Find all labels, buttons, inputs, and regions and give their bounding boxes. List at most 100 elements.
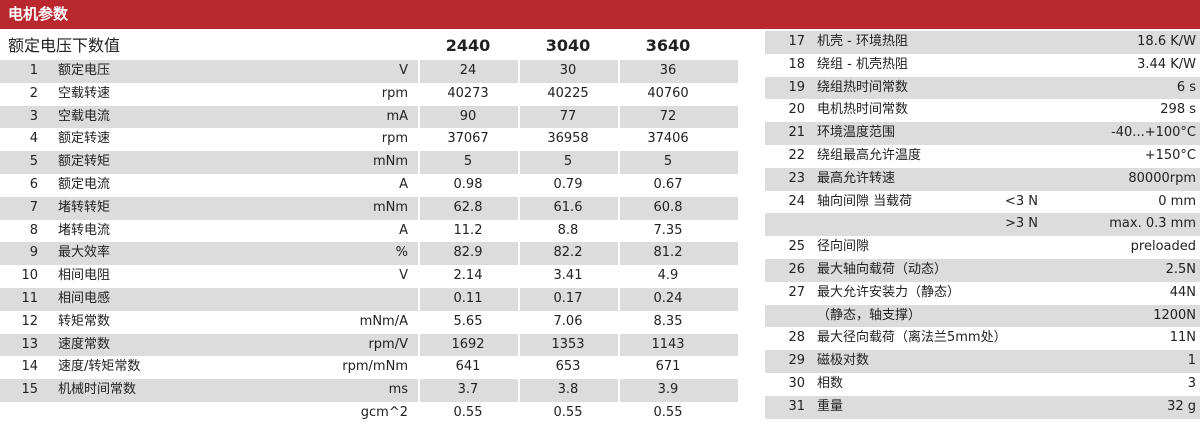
param-name: 相间电阻 [58,268,111,284]
param-value: 18.6 K/W [1137,34,1196,49]
param-name: 额定转矩 [58,154,111,170]
table-row: 17 机壳 - 环境热阻 18.6 K/W [765,31,1200,54]
param-unit: rpm [381,85,408,101]
column-divider [618,219,620,243]
table-row: 1 额定电压 V 24 30 36 [0,60,738,83]
table-row: 27 最大允许安装力（静态） 44N [765,282,1200,305]
table-row: >3 N max. 0.3 mm [765,213,1200,237]
param-value: 11.2 [453,222,483,238]
param-value: 30 [559,63,577,78]
column-divider [518,287,520,311]
table-row: 10 相间电阻 V 2.14 3.41 4.9 [0,265,738,288]
column-divider [618,105,620,129]
row-number: 1 [29,63,38,78]
param-value: preloaded [1130,239,1196,255]
param-name: 绕组热时间常数 [817,79,909,95]
param-value: 11N [1169,330,1196,346]
param-name: 最大效率 [58,245,111,261]
param-value: 1353 [551,336,585,352]
param-value: 61.6 [553,199,583,215]
table-row: 23 最高允许转速 80000rpm [765,167,1200,191]
param-value: 37067 [447,131,489,147]
table-row: 7 堵转转矩 mNm 62.8 61.6 60.8 [0,196,738,220]
param-value: 0.24 [653,290,683,306]
row-number: 10 [21,268,38,284]
param-name: 机壳 - 环境热阻 [817,34,908,49]
param-value: 0.67 [653,176,683,192]
row-number: 14 [21,359,38,375]
table-row: 29 磁极对数 1 [765,350,1200,373]
param-unit: mA [386,108,408,124]
param-value: 0.55 [453,404,483,420]
param-value: 8.35 [653,313,683,329]
table-row: 12 转矩常数 mNm/A 5.65 7.06 8.35 [0,310,738,334]
param-value: 37406 [647,131,689,147]
param-value: 32 g [1167,398,1196,414]
column-divider [518,60,520,83]
param-unit: V [399,268,408,284]
table-row: 2 空载转速 rpm 40273 40225 40760 [0,82,738,106]
param-value: 40760 [647,85,689,101]
table-row: 9 最大效率% 82.9 82.2 81.2 [0,242,738,266]
param-unit: A [399,222,408,238]
row-number: 5 [29,154,38,170]
column-divider [518,333,520,357]
table-header: 额定电压下数值 2440 3040 3640 [0,31,738,60]
param-value: 8.8 [557,222,579,238]
column-divider [518,82,520,106]
param-value: 1200N [1153,307,1196,323]
column-divider [518,401,520,425]
param-value: 72 [659,108,677,124]
table-row: 6 额定电流 A 0.98 0.79 0.67 [0,173,738,197]
row-number: 7 [29,199,38,215]
table-row: 20 电机热时间常数 298 s [765,99,1200,122]
row-number: 11 [21,290,38,306]
table-row: 5 额定转矩 mNm 5 5 5 [0,151,738,174]
column-divider [618,287,620,311]
column-divider [618,333,620,357]
row-number: 19 [788,79,805,95]
param-value: 24 [459,63,477,78]
param-name: 额定电压 [58,63,111,78]
param-condition: >3 N [1005,216,1039,232]
param-name: 转矩常数 [58,313,111,329]
param-name: 堵转电流 [58,222,111,238]
param-unit: ms [388,382,408,398]
param-value: 3.9 [657,382,679,398]
param-name: 电机热时间常数 [817,102,909,118]
param-value: 0.55 [553,404,583,420]
param-value: 0.98 [453,176,483,192]
param-value: 653 [555,359,581,375]
param-unit: % [395,245,408,261]
column-divider [618,128,620,152]
param-unit: mNm [372,199,408,215]
table-row: 30 相数 3 [765,373,1200,396]
param-name: 绕组最高允许温度 [817,147,922,163]
row-number: 6 [29,176,38,192]
param-value: 3.44 K/W [1137,56,1196,72]
param-unit: V [399,63,408,78]
section-title: 电机参数 [0,0,1200,29]
header-label: 额定电压下数值 [8,36,121,55]
param-unit: rpm/mNm [342,359,408,375]
column-divider [418,173,420,197]
param-value: 0.55 [653,404,683,420]
param-value: 60.8 [653,199,683,215]
column-2440: 2440 [445,36,491,55]
column-divider [418,401,420,425]
row-number: 18 [788,56,805,72]
param-value: 3.41 [553,268,583,284]
column-divider [518,242,520,266]
column-divider [418,356,420,380]
param-name: 最高允许转速 [817,170,896,186]
column-3040: 3040 [545,36,591,55]
column-divider [518,105,520,129]
column-divider [618,151,620,174]
param-value: 298 s [1160,102,1196,118]
row-number: 20 [788,102,805,118]
column-divider [418,151,420,174]
param-value: 7.35 [653,222,683,238]
table-row: 25 径向间隙 preloaded [765,236,1200,259]
param-value: 82.2 [553,245,583,261]
param-value: 80000rpm [1128,170,1196,186]
